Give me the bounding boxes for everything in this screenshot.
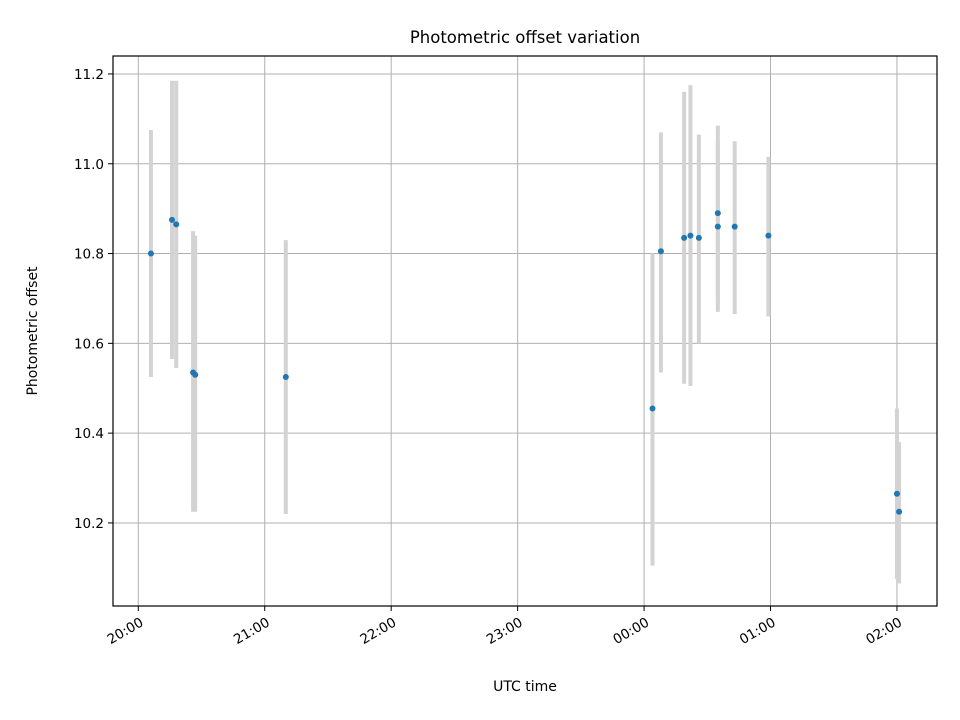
y-tick-label: 11.2 [74,67,104,83]
y-tick-label: 10.8 [74,247,104,263]
data-points [147,210,903,515]
data-point [687,232,694,239]
data-point [714,223,721,230]
plot-frame [112,55,938,607]
data-point [169,216,176,223]
data-point [173,221,180,228]
y-axis: 10.2 10.4 10.6 10.8 11.0 11.2 [74,67,113,532]
grid [113,56,937,606]
data-point [681,234,688,241]
y-tick-label: 10.6 [74,336,104,352]
y-axis-label: Photometric offset [25,266,41,396]
y-tick-label: 10.2 [74,516,104,532]
data-point [714,210,721,217]
data-point [147,250,154,257]
data-point [649,405,656,412]
data-point [731,223,738,230]
data-point [695,234,702,241]
y-tick-label: 11.0 [74,157,104,173]
data-point [896,508,903,515]
y-tick-label: 10.4 [74,426,104,442]
data-point [282,374,289,381]
chart-title: Photometric offset variation [410,28,640,47]
data-point [765,232,772,239]
data-point [657,248,664,255]
data-point [893,490,900,497]
data-point [192,371,199,378]
x-axis-label: UTC time [493,679,557,695]
